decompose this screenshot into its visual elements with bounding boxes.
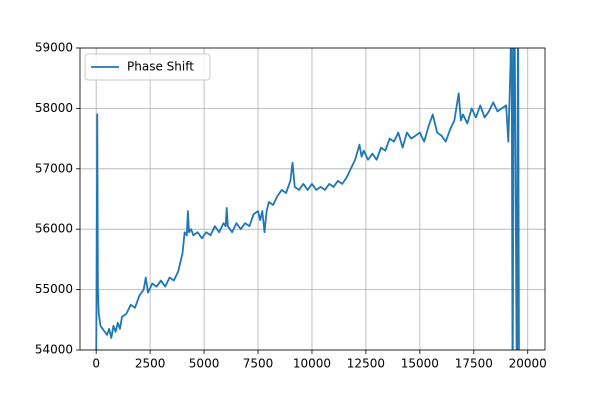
y-tick-label: 57000 — [35, 161, 73, 175]
data-line — [95, 48, 520, 350]
x-tick-label: 0 — [92, 357, 100, 371]
plot-frame — [79, 47, 546, 351]
legend-box — [84, 53, 211, 81]
y-tick-label: 54000 — [35, 343, 73, 357]
y-tick-label: 58000 — [35, 101, 73, 115]
x-tick-label: 10000 — [293, 357, 331, 371]
x-tick-label: 15000 — [401, 357, 439, 371]
y-tick-label: 55000 — [35, 282, 73, 296]
x-tick-label: 17500 — [455, 357, 493, 371]
y-tick-label: 56000 — [35, 222, 73, 236]
plot-area — [95, 48, 520, 350]
x-tick-label: 5000 — [189, 357, 220, 371]
x-tick-label: 20000 — [509, 357, 547, 371]
y-tick-label: 59000 — [35, 41, 73, 55]
x-tick-label: 2500 — [135, 357, 166, 371]
x-tick-label: 7500 — [243, 357, 274, 371]
x-tick-label: 12500 — [347, 357, 385, 371]
legend-label: Phase Shift — [127, 60, 194, 74]
